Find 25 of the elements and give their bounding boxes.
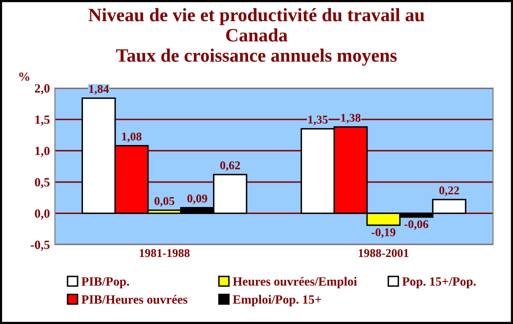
y-tick-label: 1,0: [35, 146, 50, 157]
y-tick-label: 2,0: [34, 84, 50, 94]
legend-label: Emploi/Pop. 15+: [232, 294, 322, 306]
y-tick-label: 0,5: [34, 178, 50, 188]
x-tick-label: 1988-2001: [358, 249, 408, 258]
y-tick-label: 0,0: [34, 209, 50, 220]
data-label: 0,62: [220, 161, 240, 172]
legend-label: Heures ouvrées/Emploi: [232, 276, 357, 288]
data-label: 1,84: [89, 85, 109, 95]
legend-label: Pop. 15+/Pop.: [402, 277, 476, 288]
y-axis-title: %: [19, 72, 30, 81]
y-tick-label: -0,5: [30, 240, 50, 251]
data-label: -0,19: [372, 228, 396, 238]
x-tick-label: 1981-1988: [140, 249, 190, 258]
data-label: -0,06: [404, 220, 428, 230]
legend-label: PIB/Heures ouvrées: [82, 294, 188, 304]
data-label: 0,09: [187, 194, 208, 204]
data-label: 0,22: [439, 186, 460, 196]
data-label: 1,35: [308, 116, 328, 126]
data-label: 0,05: [154, 197, 174, 207]
data-label: 1,08: [122, 132, 142, 142]
legend-label: PIB/Pop.: [82, 277, 130, 288]
data-label: 1,38: [341, 114, 361, 124]
y-tick-label: 1,5: [35, 116, 50, 126]
chart-title: Niveau de vie et productivité du travail au Canada Taux de croissance annuels moyens: [88, 8, 424, 66]
